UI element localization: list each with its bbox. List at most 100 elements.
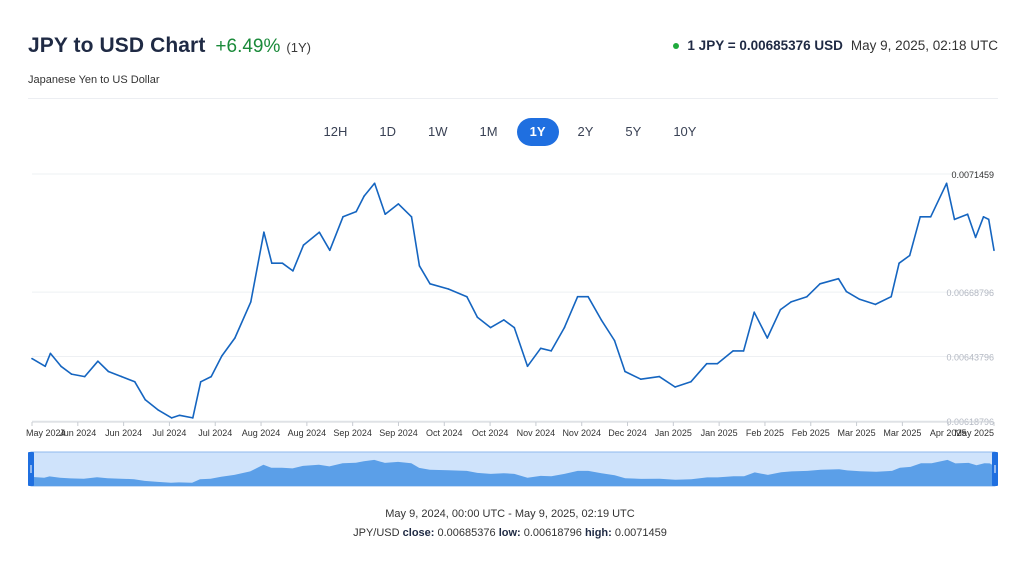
series-line — [31, 182, 995, 419]
tab-1y[interactable]: 1Y — [516, 118, 559, 146]
data-point — [355, 210, 358, 213]
x-tick-label: Jul 2024 — [198, 428, 232, 438]
data-point — [550, 350, 552, 352]
range-tabs: 12H 1D 1W 1M 1Y 2Y 5Y 10Y — [0, 118, 1020, 146]
x-tick-label: May 2024 — [26, 428, 66, 438]
series — [31, 182, 995, 419]
navigator[interactable] — [28, 451, 998, 487]
data-point — [576, 295, 579, 298]
data-point — [178, 414, 181, 417]
data-point — [953, 218, 956, 221]
high-label: high: — [584, 527, 612, 539]
data-point — [429, 283, 431, 285]
data-point — [753, 311, 755, 314]
tab-5y[interactable]: 5Y — [625, 124, 642, 139]
x-tick-label: Nov 2024 — [562, 428, 601, 438]
x-tick-label: Feb 2025 — [792, 428, 830, 438]
data-point — [144, 399, 147, 401]
data-point — [60, 365, 62, 368]
data-point — [779, 308, 782, 311]
data-point — [819, 283, 821, 285]
x-tick-label: Mar 2025 — [838, 428, 876, 438]
data-point — [874, 303, 877, 306]
data-point — [384, 213, 387, 215]
data-point — [966, 213, 969, 215]
data-point — [83, 375, 86, 378]
data-point — [845, 290, 848, 293]
title-row: JPY to USD Chart +6.49% (1Y) — [28, 34, 311, 58]
x-tick-label: Aug 2024 — [242, 428, 281, 438]
data-point — [318, 231, 321, 233]
close-label: close: — [402, 527, 435, 539]
data-point — [716, 362, 719, 365]
page-subtitle: Japanese Yen to US Dollar — [28, 74, 160, 86]
high-value: 0.0071459 — [614, 527, 667, 539]
close-value: 0.00685376 — [437, 527, 496, 539]
x-tick-label: Aug 2024 — [288, 428, 327, 438]
x-tick-label: Sep 2024 — [333, 428, 372, 438]
low-value: 0.00618796 — [523, 527, 582, 539]
footer-range: May 9, 2024, 00:00 UTC - May 9, 2025, 02… — [385, 508, 635, 520]
data-point — [292, 270, 294, 272]
data-point — [49, 352, 52, 355]
tab-1m[interactable]: 1M — [479, 124, 498, 139]
grid — [32, 173, 994, 422]
footer-stats: JPY/USD close: 0.00685376 low: 0.0061879… — [0, 527, 1020, 539]
data-point — [263, 231, 265, 233]
x-tick-label: Dec 2024 — [608, 428, 647, 438]
data-point — [658, 375, 661, 378]
x-tick-label: Sep 2024 — [379, 428, 418, 438]
rate-value: 1 JPY = 0.00685376 USD — [687, 38, 843, 53]
data-point — [302, 244, 305, 246]
data-point — [329, 249, 331, 252]
data-point — [898, 262, 900, 265]
data-point — [790, 301, 792, 303]
data-point — [192, 417, 194, 419]
chart-header: JPY to USD Chart +6.49% (1Y) — [28, 34, 998, 74]
y-tick-label: 0.00643796 — [946, 353, 994, 363]
x-tick-label: Oct 2024 — [472, 428, 509, 438]
data-point — [806, 295, 808, 298]
tab-1d[interactable]: 1D — [379, 124, 397, 139]
data-point — [44, 365, 46, 368]
tab-1w[interactable]: 1W — [428, 124, 448, 139]
data-point — [70, 373, 73, 375]
live-rate: 1 JPY = 0.00685376 USD May 9, 2025, 02:1… — [673, 38, 998, 53]
data-point — [587, 295, 589, 298]
data-point — [489, 326, 492, 329]
tab-10y[interactable]: 10Y — [673, 124, 697, 139]
price-chart[interactable]: 0.00714590.006687960.006437960.00618796 … — [0, 0, 1020, 500]
x-tick-label: Jul 2024 — [152, 428, 186, 438]
data-point — [476, 316, 479, 319]
x-tick-label: Jan 2025 — [701, 428, 738, 438]
tab-2y[interactable]: 2Y — [577, 124, 594, 139]
data-point — [447, 288, 450, 290]
data-point — [526, 365, 529, 368]
data-point — [363, 195, 365, 197]
data-point — [690, 381, 692, 383]
data-point — [466, 295, 468, 298]
data-point — [974, 236, 977, 239]
data-point — [908, 254, 911, 257]
data-point — [157, 409, 160, 412]
data-point — [410, 216, 413, 218]
data-point — [987, 218, 990, 221]
data-point — [732, 350, 734, 352]
data-point — [674, 386, 676, 388]
tab-12h[interactable]: 12H — [323, 124, 348, 139]
data-point — [107, 370, 110, 373]
data-point — [613, 339, 616, 342]
data-point — [271, 262, 273, 265]
data-point — [539, 347, 542, 350]
data-point — [234, 337, 236, 339]
data-point — [742, 350, 745, 352]
data-point — [919, 216, 921, 218]
data-point — [929, 216, 932, 218]
x-tick-label: Jun 2024 — [105, 428, 142, 438]
data-point — [624, 370, 626, 373]
x-tick-label: Apr 2025 — [930, 428, 967, 438]
data-point — [858, 298, 861, 301]
data-point — [250, 301, 252, 303]
data-point — [397, 203, 400, 205]
